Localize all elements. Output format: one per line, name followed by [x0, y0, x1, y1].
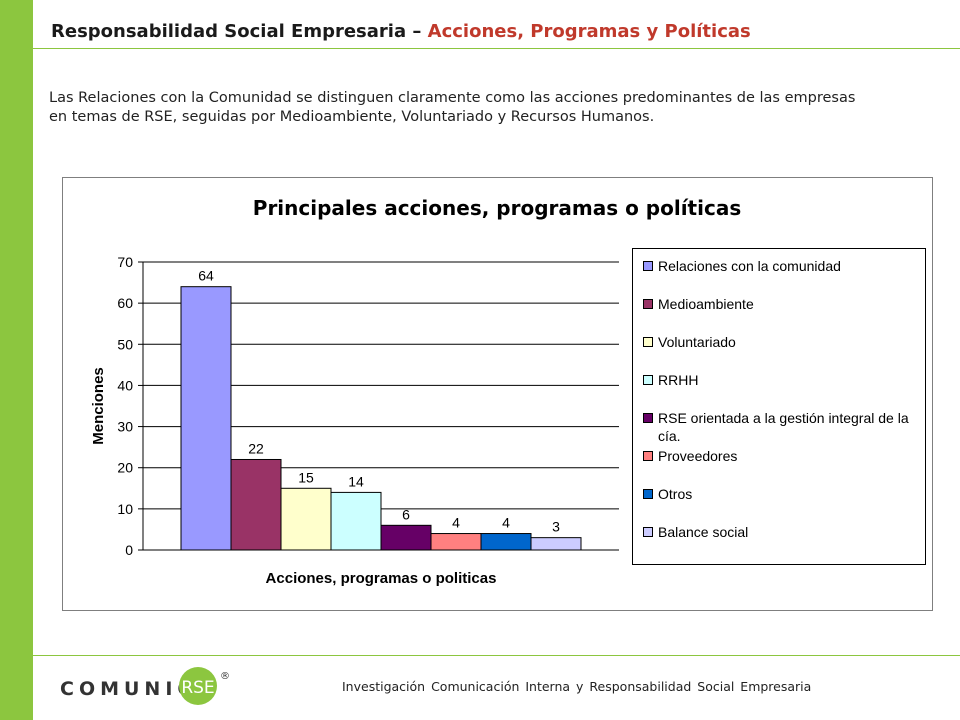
left-accent-bar: [0, 0, 33, 720]
legend-swatch: [643, 413, 653, 423]
chart-container: Principales acciones, programas o políti…: [62, 177, 933, 611]
legend-label: Balance social: [658, 524, 749, 540]
header-divider: [33, 48, 960, 49]
bar: [430, 533, 482, 551]
y-tick-label: 40: [117, 377, 133, 393]
y-axis-label: Menciones: [90, 367, 107, 445]
intro-paragraph: Las Relaciones con la Comunidad se disti…: [49, 90, 856, 125]
data-label: 64: [198, 268, 214, 284]
x-axis-label: Acciones, programas o politicas: [266, 570, 497, 587]
legend-label: Voluntariado: [658, 334, 736, 350]
y-tick-label: 0: [125, 542, 133, 558]
data-label: 22: [248, 440, 264, 456]
bar: [280, 487, 332, 551]
legend-item: RSE orientada a la gestión integral de l…: [643, 409, 921, 445]
legend-item: Proveedores: [643, 447, 921, 465]
footer-caption: Investigación Comunicación Interna y Res…: [342, 679, 812, 694]
legend-swatch: [643, 451, 653, 461]
legend-label: Proveedores: [658, 448, 738, 464]
legend-swatch: [643, 375, 653, 385]
data-label: 4: [452, 515, 460, 531]
legend-swatch: [643, 337, 653, 347]
chart-legend: Relaciones con la comunidad Medioambiente…: [632, 248, 926, 565]
legend-swatch: [643, 299, 653, 309]
chart-title: Principales acciones, programas o políti…: [253, 196, 741, 220]
footer-divider: [33, 655, 960, 656]
y-tick-label: 60: [117, 295, 133, 311]
legend-swatch: [643, 489, 653, 499]
y-tick-label: 30: [117, 419, 133, 435]
bar: [530, 537, 582, 551]
page-title-accent: Acciones, Programas y Políticas: [427, 21, 751, 42]
legend-item: Medioambiente: [643, 295, 921, 313]
comunica-rse-logo: COMUNICA RSE ®: [60, 665, 235, 705]
y-tick-label: 70: [117, 254, 133, 270]
legend-item: Voluntariado: [643, 333, 921, 351]
data-label: 4: [502, 515, 510, 531]
legend-label: Medioambiente: [658, 296, 754, 312]
legend-swatch: [643, 261, 653, 271]
y-tick-label: 10: [117, 501, 133, 517]
y-tick-label: 50: [117, 336, 133, 352]
legend-item: RRHH: [643, 371, 921, 389]
data-label: 3: [552, 519, 560, 535]
legend-label: Relaciones con la comunidad: [658, 258, 841, 274]
bar: [230, 458, 282, 551]
page-title-main: Responsabilidad Social Empresaria –: [51, 21, 428, 42]
data-label: 6: [402, 506, 410, 522]
legend-item: Balance social: [643, 523, 921, 541]
bar: [330, 491, 382, 551]
bar: [380, 524, 432, 551]
logo-badge-circle: [179, 667, 217, 705]
bar: [480, 533, 532, 551]
legend-item: Otros: [643, 485, 921, 503]
logo-wordmark: COMUNICA: [60, 678, 216, 700]
legend-swatch: [643, 527, 653, 537]
registered-mark: ®: [220, 671, 230, 682]
legend-label: RRHH: [658, 372, 699, 388]
y-tick-label: 20: [117, 460, 133, 476]
logo-graphic: COMUNICA RSE ®: [60, 667, 230, 705]
data-label: 14: [348, 473, 364, 489]
legend-label: Otros: [658, 486, 693, 502]
bar-chart: Principales acciones, programas o políti…: [90, 196, 741, 587]
page-title: Responsabilidad Social Empresaria – Acci…: [51, 21, 751, 42]
logo-badge-text: RSE: [181, 678, 214, 698]
bar: [180, 286, 232, 551]
legend-label: RSE orientada a la gestión integral de l…: [658, 410, 909, 444]
data-label: 15: [298, 469, 314, 485]
legend-item: Relaciones con la comunidad: [643, 257, 921, 275]
